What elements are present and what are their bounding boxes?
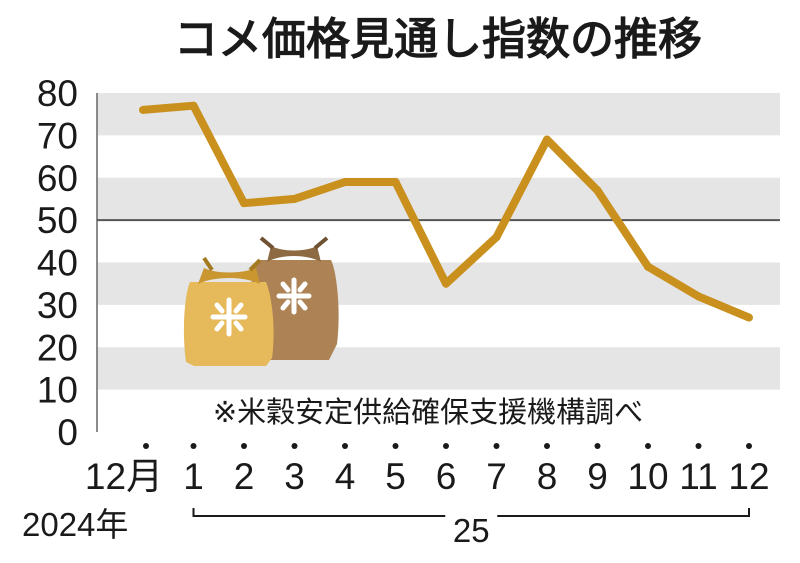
year-label-background — [445, 500, 498, 540]
y-tick-label: 60 — [37, 158, 78, 199]
year-label-2024: 2024年 — [22, 506, 128, 543]
data-point — [593, 186, 602, 195]
x-tick-dot — [746, 443, 752, 449]
x-tick-dot — [645, 443, 651, 449]
grid-bands — [97, 93, 780, 390]
data-point — [492, 233, 501, 242]
y-tick-label: 40 — [37, 243, 78, 284]
data-point — [391, 177, 400, 186]
data-point — [745, 313, 753, 322]
data-point — [240, 199, 248, 208]
annotation-background — [118, 393, 738, 433]
x-tick-dot — [190, 443, 197, 449]
year-label-25: 25 — [453, 512, 490, 549]
y-tick-label: 20 — [37, 327, 78, 368]
data-point — [644, 262, 652, 271]
x-tick-label: 2 — [234, 456, 255, 497]
x-tick-label: 5 — [385, 456, 406, 497]
x-tick-label: 9 — [587, 456, 608, 497]
x-tick-label: 11 — [679, 456, 717, 497]
x-axis-dots — [143, 443, 752, 449]
x-tick-dot — [493, 443, 500, 449]
grid-band — [97, 177, 780, 221]
x-tick-dot — [594, 443, 601, 449]
chart-title: コメ価格見通し指数の推移 — [174, 14, 702, 65]
x-tick-dot — [241, 443, 247, 449]
x-tick-label: 1 — [183, 456, 204, 497]
y-tick-label: 80 — [37, 73, 78, 114]
rice-bag-icon — [183, 236, 339, 366]
x-tick-dot — [143, 443, 149, 449]
x-tick-dot — [291, 443, 298, 449]
data-points — [139, 101, 753, 322]
y-tick-label: 70 — [37, 115, 78, 156]
x-tick-label: 6 — [436, 456, 457, 497]
x-tick-label: 10 — [627, 456, 668, 497]
data-point — [694, 292, 703, 301]
x-tick-dot — [392, 443, 399, 449]
x-tick-dot — [342, 443, 348, 449]
x-tick-dot — [443, 443, 449, 449]
y-tick-label: 50 — [37, 200, 78, 241]
data-point — [290, 194, 299, 203]
data-point — [442, 279, 450, 288]
x-tick-dot — [544, 443, 550, 449]
x-tick-dot — [695, 443, 702, 449]
x-tick-label: 7 — [486, 456, 507, 497]
y-tick-label: 0 — [57, 412, 78, 453]
x-tick-label: 4 — [335, 456, 356, 497]
x-axis-ticks: 12月 1 2 3 4 5 6 7 8 9 10 11 12 — [85, 456, 770, 497]
x-tick-label: 8 — [537, 456, 558, 497]
y-tick-label: 10 — [37, 370, 78, 411]
x-tick-label: 3 — [284, 456, 305, 497]
grid-band — [97, 93, 780, 136]
x-tick-label: 12 — [728, 456, 769, 497]
data-point — [139, 105, 147, 114]
source-annotation: ※米穀安定供給確保支援機構調べ — [213, 395, 643, 429]
x-tick-label: 12月 — [85, 456, 163, 497]
data-point — [189, 101, 198, 110]
y-tick-label: 30 — [37, 285, 78, 326]
data-point — [543, 135, 551, 144]
data-point — [341, 177, 349, 186]
